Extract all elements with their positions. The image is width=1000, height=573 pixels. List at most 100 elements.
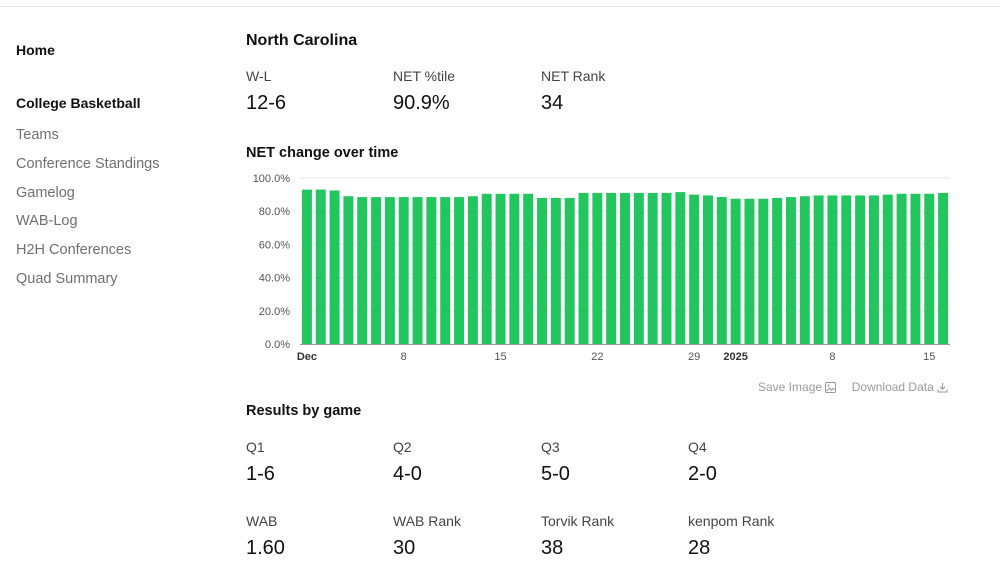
chart-bar <box>537 197 547 344</box>
nav-item-quad-summary[interactable]: Quad Summary <box>16 270 118 287</box>
top-divider <box>0 6 1000 7</box>
chart-bar <box>357 197 368 344</box>
chart-bar <box>868 195 879 344</box>
stat-value: 12-6 <box>246 92 287 114</box>
nav-item-h2h-conferences[interactable]: H2H Conferences <box>16 242 132 259</box>
chart-bar <box>454 197 465 344</box>
stat-q1: Q1 1-6 <box>246 438 386 486</box>
stat-value: 28 <box>688 537 711 559</box>
chart-bar <box>523 193 534 344</box>
chart-bar <box>675 192 686 344</box>
stat-label: NET Rank <box>541 68 606 84</box>
x-tick-label: 29 <box>688 351 700 363</box>
stat-value: 1.60 <box>246 537 285 559</box>
chart-bar <box>371 197 382 344</box>
stat-value: 1-6 <box>246 463 275 485</box>
chart-bar <box>620 192 630 344</box>
y-tick-label: 60.0% <box>259 239 290 251</box>
nav-item-wab-log[interactable]: WAB-Log <box>16 213 78 230</box>
net-bar-chart: 0.0% 20.0% 40.0% 60.0% 80.0% 100.0% Dec 8 15 22 29… <box>253 173 950 363</box>
chart-bar <box>315 189 326 344</box>
chart-title: NET change over time <box>246 145 399 161</box>
chart-bar <box>689 194 700 344</box>
chart-bar <box>301 189 312 344</box>
chart-bar <box>730 198 741 344</box>
x-tick-label: 22 <box>591 351 603 363</box>
stat-value: 38 <box>541 537 564 559</box>
stat-net-rank: NET Rank 34 <box>541 67 681 115</box>
stat-value: 5-0 <box>541 463 570 485</box>
chart-bar <box>412 197 423 344</box>
stat-w-l: W-L 12-6 <box>246 67 386 115</box>
chart-bar <box>855 195 866 344</box>
save-image-button[interactable]: Save Image <box>758 380 837 394</box>
stat-net-percentile: NET %tile 90.9% <box>393 67 533 115</box>
stat-label: W-L <box>246 68 272 84</box>
chart-bar <box>924 193 935 344</box>
y-tick-label: 20.0% <box>259 306 290 318</box>
stat-label: Q1 <box>246 439 265 455</box>
stat-label: WAB Rank <box>393 513 461 529</box>
x-tick-label: 15 <box>923 351 935 363</box>
x-tick-label: 8 <box>401 351 407 363</box>
x-tick-label: 2025 <box>723 351 747 363</box>
chart-bar <box>550 197 561 344</box>
y-tick-label: 0.0% <box>265 339 290 351</box>
chart-bar <box>882 194 893 344</box>
save-image-label: Save Image <box>758 380 823 394</box>
chart-bar <box>495 193 506 344</box>
chart-bar <box>827 195 838 344</box>
chart-bar <box>703 195 713 344</box>
chart-bar <box>716 197 727 344</box>
chart-bar <box>758 198 769 344</box>
chart-bar <box>440 197 451 344</box>
stat-torvik-rank: Torvik Rank 38 <box>541 512 681 560</box>
chart-bar <box>578 192 589 344</box>
nav-item-teams[interactable]: Teams <box>16 127 59 143</box>
stat-label: Q4 <box>688 439 707 455</box>
chart-bar <box>467 196 478 344</box>
chart-bar <box>938 192 949 344</box>
y-tick-label: 80.0% <box>259 206 290 218</box>
chart-bar <box>384 197 395 344</box>
stat-label: Q3 <box>541 439 560 455</box>
nav-item-gamelog[interactable]: Gamelog <box>16 184 75 201</box>
stat-value: 4-0 <box>393 463 422 485</box>
chart-bar <box>481 193 492 344</box>
stat-wab-rank: WAB Rank 30 <box>393 512 533 560</box>
stat-value: 34 <box>541 92 564 114</box>
stat-label: WAB <box>246 513 278 529</box>
chart-bar <box>813 195 824 344</box>
chart-bar <box>509 193 520 344</box>
stat-kenpom-rank: kenpom Rank 28 <box>688 512 828 560</box>
x-tick-label: 8 <box>829 351 835 363</box>
chart-bar <box>606 192 617 344</box>
download-data-label: Download Data <box>851 380 934 394</box>
download-data-button[interactable]: Download Data <box>852 380 948 394</box>
y-tick-label: 100.0% <box>253 173 291 185</box>
chart-bar <box>633 192 644 344</box>
chart-bar <box>896 193 907 344</box>
chart-bar <box>785 197 796 344</box>
results-title: Results by game <box>246 403 362 419</box>
chart-bar <box>910 193 921 344</box>
chart-bar <box>841 195 852 344</box>
nav-home-link[interactable]: Home <box>16 42 55 58</box>
chart-bar <box>343 196 354 344</box>
nav-section-college-basketball: College Basketball <box>16 95 141 111</box>
net-chart: 0.0% 20.0% 40.0% 60.0% 80.0% 100.0% Dec 8 15 22 29… <box>246 168 966 368</box>
nav-item-conference-standings[interactable]: Conference Standings <box>16 155 160 172</box>
stat-label: Torvik Rank <box>541 513 615 529</box>
chart-bar <box>744 198 755 344</box>
chart-bar <box>426 197 437 344</box>
chart-bar <box>647 192 658 344</box>
stat-q4: Q4 2-0 <box>688 438 828 486</box>
stat-q3: Q3 5-0 <box>541 438 681 486</box>
chart-bar <box>592 192 603 344</box>
image-icon <box>825 381 837 393</box>
nav-list: Teams Conference Standings Gamelog WAB-L… <box>16 127 160 300</box>
stat-q2: Q2 4-0 <box>393 438 533 486</box>
stat-label: Q2 <box>393 439 412 455</box>
stat-value: 90.9% <box>393 92 450 114</box>
stat-label: NET %tile <box>393 68 455 84</box>
